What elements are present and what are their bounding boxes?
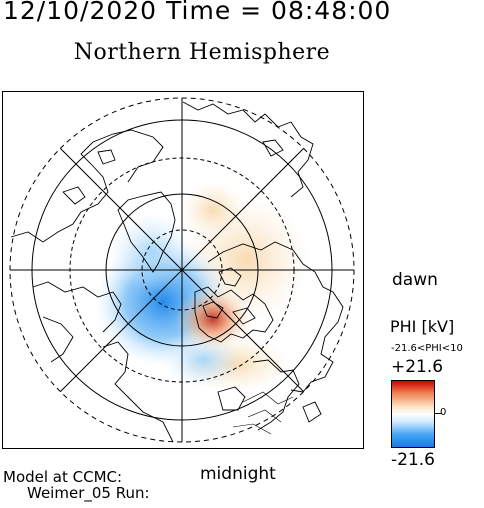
midnight-label: midnight [200,464,276,484]
model-credit: Model at CCMC: [3,468,123,486]
polar-map-canvas [9,97,355,443]
datetime-title: 12/10/2020 Time = 08:48:00 [3,0,392,25]
colorbar-zero-label: 0 [440,407,447,418]
colorbar-title: PHI [kV] [390,317,455,336]
hemisphere-title: Northern Hemisphere [73,40,331,65]
colorbar-min-label: -21.6 [391,450,435,470]
colorbar-max-label: +21.6 [391,357,444,377]
borders [232,391,294,435]
polar-map [2,91,364,449]
dawn-label: dawn [392,270,438,290]
run-credit: Weimer_05 Run: [27,484,150,502]
meridian-lines [10,98,354,442]
colorbar [391,380,435,448]
colorbar-range: -21.6<PHI<10 [391,343,463,354]
colorbar-zero-tick [435,413,441,414]
coastlines [10,101,344,443]
